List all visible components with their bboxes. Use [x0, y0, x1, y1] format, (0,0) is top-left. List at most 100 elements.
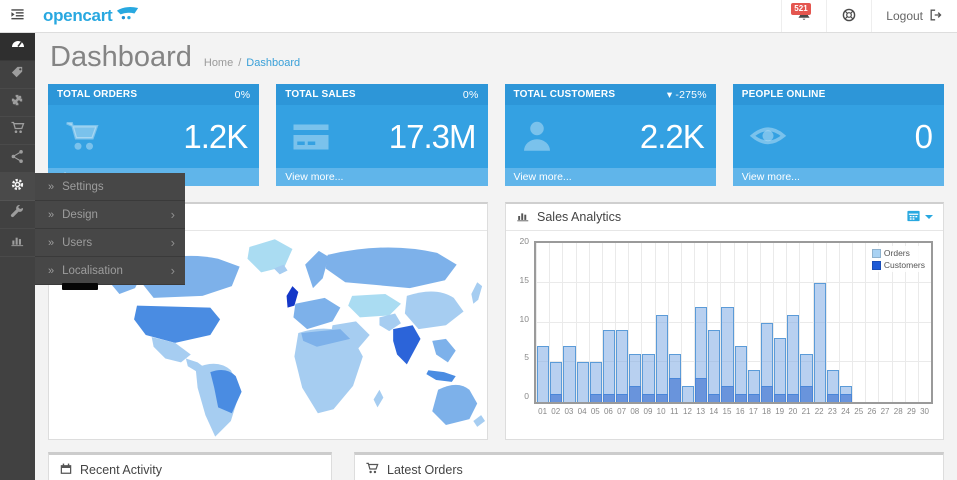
double-angle-icon: »: [48, 236, 55, 249]
chart-x-axis: 01 02 03 04 05 06 07 08 09 10 11 12 13 14 15 16 17 18 19 20…: [538, 407, 930, 416]
credit-card-icon: [288, 117, 334, 157]
chart-bar-slot: [865, 243, 878, 402]
sidebar-item-catalog[interactable]: [0, 61, 35, 89]
eye-icon: [745, 118, 791, 156]
chart-range-button[interactable]: [906, 208, 933, 226]
chart-bar: [655, 314, 668, 402]
chart-bar: [813, 282, 826, 402]
flyout-item-label: Settings: [62, 180, 104, 193]
bar-chart-icon: [516, 209, 530, 226]
chart-bar-slot: [878, 243, 891, 402]
tile-value: 2.2K: [639, 117, 705, 155]
double-angle-icon: »: [48, 264, 55, 277]
chart-bar-slot: [825, 243, 839, 402]
shopping-cart-icon: [60, 117, 106, 157]
chart-bar-slot: [694, 243, 708, 402]
sales-analytics-header: Sales Analytics: [506, 204, 943, 231]
tile-value: 0: [914, 117, 933, 155]
storefront-button[interactable]: [826, 0, 871, 32]
flyout-item-design[interactable]: » Design ›: [35, 201, 185, 229]
chart-bar: [708, 330, 721, 402]
chart-bar: [734, 346, 747, 402]
system-gear-icon: [10, 177, 25, 197]
view-more-link[interactable]: View more...: [285, 171, 344, 183]
chart-bar: [642, 354, 655, 402]
chart-bar-slot: [628, 243, 642, 402]
sidebar-item-reports[interactable]: [0, 229, 35, 257]
chart-bar-slot: [707, 243, 721, 402]
flyout-item-label: Localisation: [62, 264, 123, 277]
chart-bar: [774, 338, 787, 402]
tile-percent: 0%: [234, 88, 251, 101]
sidebar-item-sales[interactable]: [0, 117, 35, 145]
opencart-logo[interactable]: opencart: [43, 6, 140, 26]
view-more-link[interactable]: View more...: [741, 171, 800, 183]
breadcrumb-separator: /: [238, 57, 242, 69]
marketing-share-icon: [10, 149, 25, 169]
dashboard-gauge-icon: [10, 36, 26, 57]
chart-bar: [800, 386, 813, 402]
chart-bar: [576, 362, 589, 402]
total-sales-tile: TOTAL SALES 0% 17.3M View more...: [276, 84, 488, 186]
sidebar-item-marketing[interactable]: [0, 145, 35, 173]
chart-bar-slot: [601, 243, 616, 402]
shopping-cart-icon: [365, 461, 380, 479]
chart-bar: [602, 394, 616, 402]
chart-bar: [655, 394, 668, 402]
tile-percent: -275%: [675, 88, 707, 101]
chart-bar: [721, 306, 734, 402]
chart-bar: [681, 386, 695, 402]
flyout-item-localisation[interactable]: » Localisation ›: [35, 257, 185, 285]
recent-activity-panel: Recent Activity: [48, 452, 332, 480]
sales-cart-icon: [10, 120, 26, 141]
panel-title: Latest Orders: [387, 463, 463, 477]
notifications-button[interactable]: 521: [781, 0, 826, 32]
view-more-link[interactable]: View more...: [513, 171, 572, 183]
logout-button[interactable]: Logout: [871, 0, 957, 32]
logo-text: opencart: [43, 6, 113, 25]
breadcrumb-home-link[interactable]: Home: [203, 57, 234, 69]
chart-bar: [695, 306, 708, 402]
topbar-nav: 521 Logout: [781, 0, 957, 32]
extensions-puzzle-icon: [10, 93, 25, 113]
chart-bar: [747, 370, 760, 402]
flyout-item-settings[interactable]: » Settings: [35, 173, 185, 201]
flyout-item-label: Users: [62, 236, 93, 249]
sales-analytics-chart: 0 5 10 15 20 Orders Customers 01 02 03 04 05 06 07 0…: [506, 231, 943, 416]
chart-bar: [695, 378, 708, 402]
sidebar-item-extensions[interactable]: [0, 89, 35, 117]
breadcrumb-current-link[interactable]: Dashboard: [246, 57, 301, 69]
chart-bar-slot: [720, 243, 734, 402]
sales-analytics-panel: Sales Analytics 0 5 10 15 20 Orders Customers: [505, 202, 944, 440]
chart-bar: [760, 322, 774, 402]
chart-bar: [550, 362, 563, 402]
chart-bar: [826, 394, 839, 402]
menu-toggle-button[interactable]: [0, 0, 35, 33]
sidebar: [0, 33, 35, 480]
sign-out-icon: [929, 8, 943, 25]
chart-bar-slot: [667, 243, 681, 402]
sidebar-item-dashboard[interactable]: [0, 33, 35, 61]
system-flyout-menu: » Settings » Design › » Users › » Locali…: [35, 173, 185, 285]
chart-bar: [550, 394, 563, 402]
stat-tiles: TOTAL ORDERS 0% 1.2K View more... TOTAL …: [48, 84, 944, 186]
chart-bar: [642, 394, 655, 402]
notification-badge: 521: [791, 3, 811, 15]
latest-orders-panel: Latest Orders: [354, 452, 944, 480]
chart-bar-slot: [615, 243, 629, 402]
chart-bar-slot: [549, 243, 563, 402]
chart-bar: [826, 370, 839, 402]
tile-title: PEOPLE ONLINE: [741, 89, 826, 100]
flyout-item-users[interactable]: » Users ›: [35, 229, 185, 257]
double-angle-icon: »: [48, 208, 55, 221]
breadcrumb: Home / Dashboard: [204, 57, 300, 69]
chart-bar: [668, 378, 681, 402]
chart-bar-slot: [852, 243, 865, 402]
tools-wrench-icon: [10, 204, 25, 225]
sidebar-item-system[interactable]: [0, 173, 35, 201]
sidebar-item-tools[interactable]: [0, 201, 35, 229]
people-online-tile: PEOPLE ONLINE 0 View more...: [732, 84, 944, 186]
chart-bar-slot: [904, 243, 918, 402]
chart-bar: [563, 346, 576, 402]
chart-bar: [747, 394, 760, 402]
